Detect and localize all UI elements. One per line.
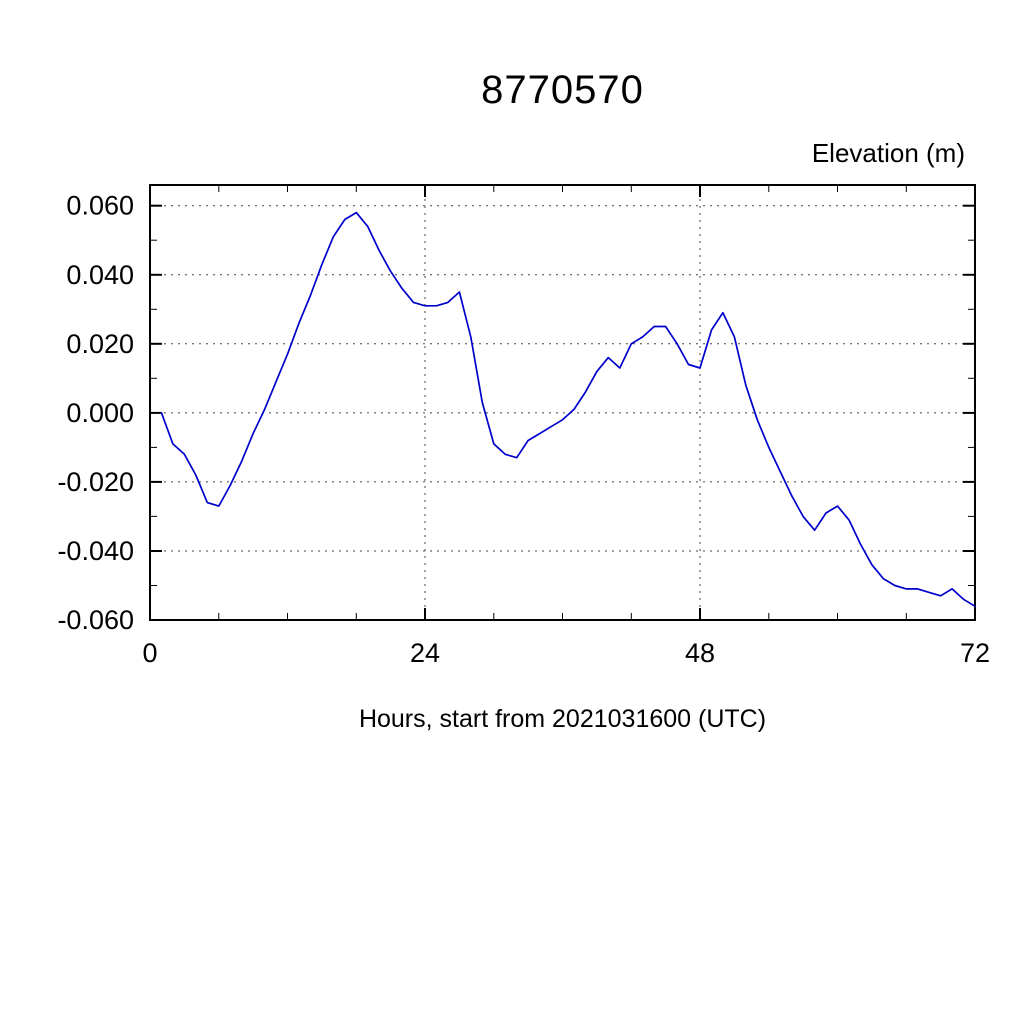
svg-text:0.000: 0.000 [66,398,134,428]
svg-text:72: 72 [960,638,990,668]
svg-text:0: 0 [142,638,157,668]
grid-lines [150,185,975,621]
chart-title: 8770570 [481,68,644,112]
y-axis-title: Elevation (m) [811,138,965,168]
x-axis-title: Hours, start from 2021031600 (UTC) [358,705,767,733]
axis-major-ticks [149,185,976,621]
svg-text:-0.040: -0.040 [57,536,134,566]
svg-text:24: 24 [410,638,440,668]
elevation-line [160,211,976,608]
axis-minor-ticks [150,185,975,620]
plot-frame [149,184,976,621]
y-axis-tick-labels: 0.060 0.040 0.020 0.000 -0.020 -0.040 -0.060 [57,191,134,635]
svg-text:0.020: 0.020 [66,329,134,359]
svg-text:-0.060: -0.060 [57,605,134,635]
svg-text:-0.020: -0.020 [57,467,134,497]
x-axis-tick-labels: 0 24 48 72 [142,638,990,668]
svg-text:48: 48 [685,638,715,668]
svg-text:0.060: 0.060 [66,191,134,221]
svg-text:0.040: 0.040 [66,260,134,290]
